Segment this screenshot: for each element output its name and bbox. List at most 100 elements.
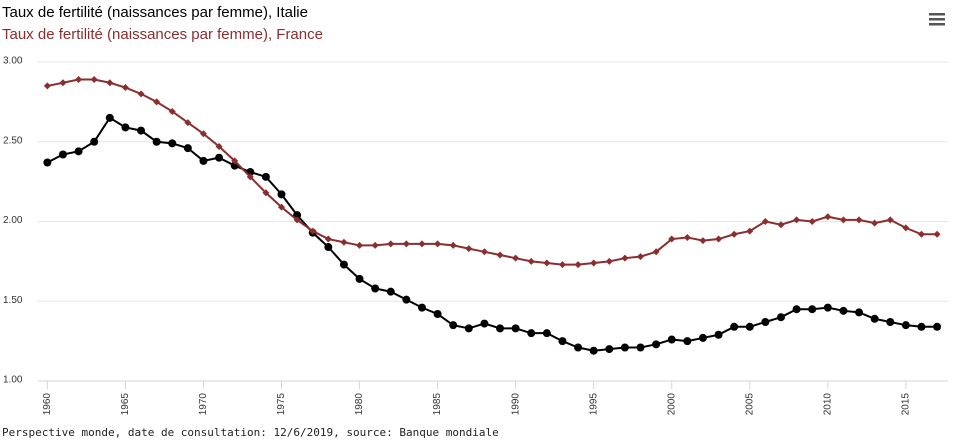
y-tick-label: 3.00 [3, 56, 23, 67]
point [542, 329, 551, 338]
point [683, 233, 691, 241]
x-tick-label: 1970 [198, 393, 209, 416]
point [917, 322, 926, 331]
legend-entry: Taux de fertilité (naissances par femme)… [2, 4, 308, 21]
point [527, 257, 535, 265]
x-tick-label: 1995 [588, 393, 599, 416]
x-tick-label: 1960 [42, 393, 53, 416]
point [511, 324, 520, 333]
point [933, 322, 942, 331]
point [168, 139, 177, 148]
point [808, 218, 816, 225]
point [496, 251, 504, 259]
point [808, 305, 817, 314]
point [605, 345, 614, 354]
x-tick-label: 1965 [120, 393, 131, 416]
point [620, 343, 629, 352]
legend-entry: Taux de fertilité (naissances par femme)… [2, 26, 323, 43]
point [698, 333, 707, 342]
point [886, 216, 894, 224]
point [199, 130, 207, 138]
point [652, 248, 660, 256]
series-line [47, 78, 938, 266]
point [324, 243, 333, 252]
point [433, 310, 442, 319]
point [246, 173, 254, 181]
y-tick-label: 1.50 [3, 295, 23, 306]
point [105, 113, 114, 122]
series [43, 76, 941, 269]
point [199, 156, 208, 165]
point [823, 303, 832, 312]
point [901, 321, 910, 330]
point [730, 322, 739, 331]
x-tick-label: 1975 [276, 393, 287, 416]
point [261, 172, 270, 181]
x-tick-label: 1990 [510, 393, 521, 416]
point [589, 346, 598, 355]
point [558, 337, 567, 346]
point [871, 219, 879, 227]
point [215, 153, 224, 162]
point [667, 335, 676, 344]
point [574, 261, 582, 269]
point [464, 324, 473, 333]
point [480, 248, 488, 256]
point [153, 98, 161, 106]
point [730, 230, 738, 238]
point [43, 158, 52, 167]
point [324, 235, 332, 243]
point [449, 241, 457, 249]
point [215, 143, 223, 151]
point [59, 79, 67, 87]
point [886, 317, 895, 326]
point [355, 274, 364, 283]
point [917, 230, 925, 238]
point [121, 123, 130, 132]
menu-bar [929, 13, 945, 16]
point [449, 321, 458, 330]
point [137, 126, 146, 135]
point [777, 221, 785, 229]
point [574, 343, 583, 352]
point [902, 224, 910, 232]
point [761, 317, 770, 326]
point [839, 306, 848, 315]
point [605, 257, 613, 265]
y-tick-label: 1.00 [3, 375, 23, 386]
point [340, 238, 348, 246]
x-tick-label: 1985 [432, 393, 443, 416]
point [590, 259, 598, 267]
point [636, 343, 645, 352]
point [527, 329, 536, 338]
point [418, 240, 426, 248]
point [465, 245, 473, 253]
menu-bar [929, 18, 945, 21]
point [668, 235, 676, 243]
point [824, 213, 832, 221]
point [386, 287, 395, 296]
point [356, 241, 364, 249]
point [402, 240, 410, 248]
point [309, 227, 317, 235]
credit: Perspective monde, date de consultation:… [2, 426, 499, 439]
point [839, 216, 847, 224]
point [387, 240, 395, 248]
point [512, 254, 520, 262]
menu-bar [929, 23, 945, 26]
x-tick-label: 1980 [354, 393, 365, 416]
point [339, 260, 348, 269]
point [90, 137, 99, 146]
point [231, 157, 239, 165]
series-line [46, 116, 938, 352]
point [714, 330, 723, 339]
menu-icon[interactable] [929, 13, 945, 26]
x-tick-label: 2015 [900, 393, 911, 416]
point [792, 305, 801, 314]
point [75, 76, 83, 84]
point [652, 340, 661, 349]
point [262, 189, 270, 197]
point [683, 337, 692, 346]
point [496, 324, 505, 333]
